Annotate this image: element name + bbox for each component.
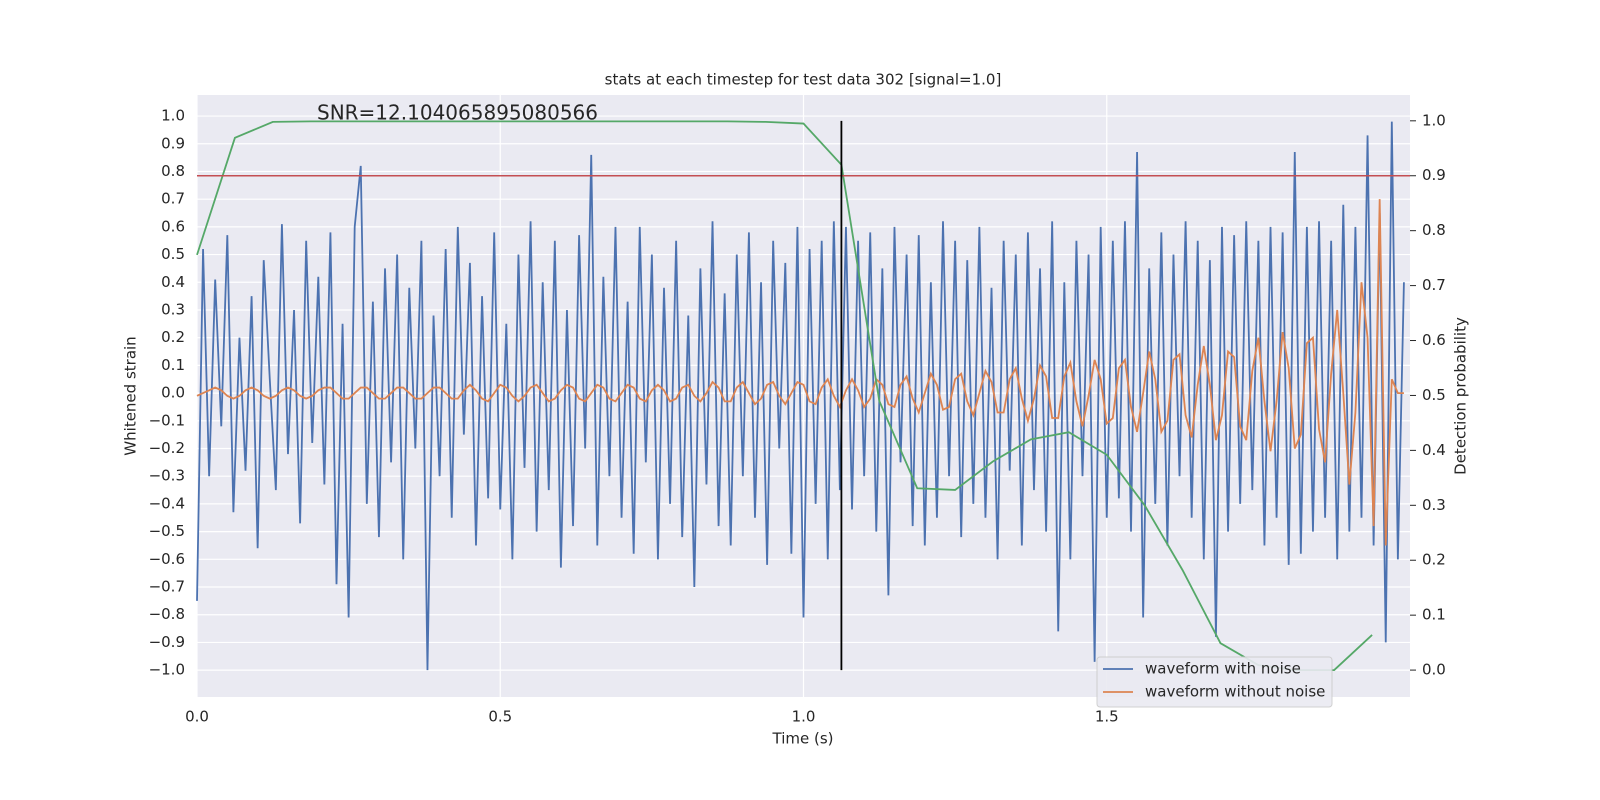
y2-tick-label: 0.5 [1422,386,1446,404]
y-tick-label: 0.7 [161,190,185,208]
legend-box [1096,656,1333,708]
probability-line [196,120,1373,671]
x-axis-label: Time (s) [772,730,834,748]
y-tick-label: 0.6 [161,217,185,235]
y2-tick-label: 0.4 [1422,441,1446,459]
y2-tick-label: 0.1 [1422,606,1446,624]
y-tick-label: −0.6 [149,550,185,568]
y2-tick-label: 0.0 [1422,661,1446,679]
y2-tick-label: 0.7 [1422,276,1446,294]
series-line [196,199,1404,546]
chart-title: stats at each timestep for test data 302… [605,71,1002,89]
legend-label: waveform without noise [1145,683,1325,701]
y2-tick-label: 0.8 [1422,221,1446,239]
y-tick-label: 0.1 [161,356,185,374]
y-tick-label: −1.0 [149,661,185,679]
y-tick-label: 0.9 [161,134,185,152]
legend-label: waveform with noise [1145,660,1301,678]
y2-tick-label: 0.2 [1422,551,1446,569]
y-tick-label: 1.0 [161,107,185,125]
y-tick-label: 0.0 [161,384,185,402]
y2-tick-label: 0.6 [1422,331,1446,349]
y-axis-label: Whitened strain [122,336,140,455]
y-tick-label: −0.9 [149,633,185,651]
y-tick-label: −0.1 [149,411,185,429]
y-tick-label: 0.3 [161,300,185,318]
y-tick-label: 0.5 [161,245,185,263]
y-tick-label: −0.2 [149,439,185,457]
y2-tick-label: 1.0 [1422,111,1446,129]
x-tick-label: 1.5 [1095,708,1119,726]
y-tick-label: 0.4 [161,273,185,291]
y-tick-label: 0.2 [161,328,185,346]
y-tick-label: −0.5 [149,522,185,540]
y2-tick-label: 0.3 [1422,496,1446,514]
series-line [196,121,1405,671]
y-tick-label: −0.8 [149,605,185,623]
x-tick-label: 1.0 [792,708,816,726]
y-tick-label: −0.4 [149,494,185,512]
y-tick-label: −0.3 [149,467,185,485]
annotation: SNR=12.104065895080566 [317,101,598,125]
y2-tick-label: 0.9 [1422,166,1446,184]
x-tick-label: 0.5 [488,708,512,726]
y-tick-label: −0.7 [149,578,185,596]
y-tick-label: 0.8 [161,162,185,180]
y2-axis-label: Detection probability [1452,317,1470,475]
x-tick-label: 0.0 [185,708,209,726]
